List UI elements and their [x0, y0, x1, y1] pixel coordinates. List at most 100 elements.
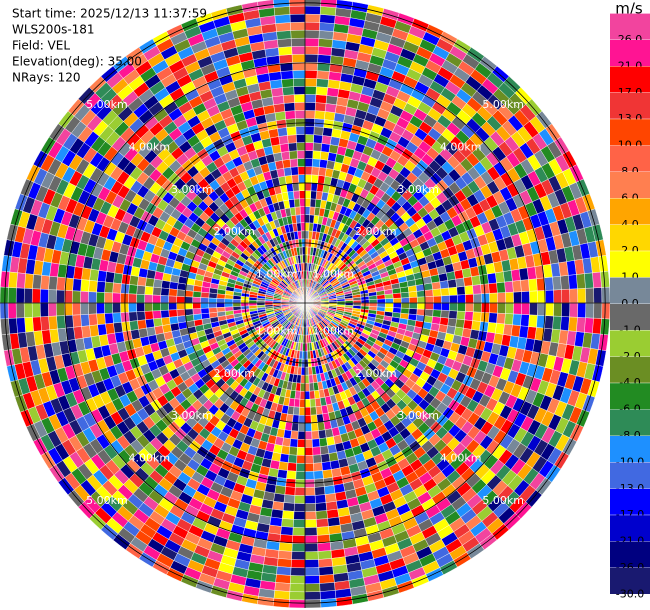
radar-gate [316, 78, 329, 88]
radar-gate [144, 302, 153, 312]
radar-gate [304, 166, 313, 176]
radar-gate [384, 306, 394, 313]
radar-gate [463, 276, 473, 287]
radar-gate [176, 296, 186, 304]
radar-gate [293, 503, 306, 512]
radar-gate [304, 5, 321, 15]
radar-gate [304, 422, 312, 432]
radar-gate [319, 445, 330, 455]
radar-gate [322, 469, 333, 479]
radar-gate [304, 439, 313, 448]
radar-gate [224, 294, 234, 300]
radar-gate [497, 302, 506, 314]
radar-gate [568, 316, 578, 332]
radar-gate [472, 284, 482, 295]
radar-gate [311, 174, 319, 184]
radar-gate [294, 495, 306, 504]
radar-gate [295, 382, 302, 392]
radar-gate [169, 274, 180, 284]
radar-gate [47, 289, 57, 304]
radar-gate [272, 500, 285, 511]
radar-gate [304, 206, 311, 216]
radar-gate [376, 306, 386, 312]
radar-gate [400, 307, 410, 315]
range-ring-label: 1.00km [256, 268, 298, 281]
radar-gate [304, 543, 319, 553]
radar-gate [280, 151, 291, 161]
radar-gate [297, 439, 306, 448]
radar-gate [304, 174, 312, 184]
radar-gate [104, 281, 114, 294]
radar-gate [489, 292, 498, 304]
radar-gate [316, 526, 330, 536]
radar-gate [440, 287, 450, 297]
radar-gate [232, 298, 242, 304]
radar-gate [313, 462, 323, 472]
radar-gate [97, 270, 108, 283]
radar-gate [273, 493, 286, 503]
radar-gate [8, 271, 18, 289]
radar-gate [424, 302, 434, 310]
radar-gate [184, 302, 194, 310]
radar-gate [304, 503, 317, 512]
radar-gate [502, 270, 513, 283]
radar-gate [279, 143, 290, 153]
radar-gate [300, 230, 306, 240]
radar-gate [544, 315, 554, 330]
radar-gate [161, 280, 171, 289]
radar-gate [160, 302, 169, 311]
radar-gate [318, 30, 334, 40]
radar-gate [319, 151, 330, 161]
radar-gate [315, 190, 323, 201]
radar-gate [277, 46, 293, 56]
radar-gate [497, 292, 506, 304]
radar-gate [324, 493, 337, 503]
radar-gate [39, 302, 49, 318]
radar-gate [192, 296, 202, 304]
radar-gate [282, 510, 295, 520]
radar-gate [32, 316, 42, 332]
radar-gate [294, 390, 301, 400]
radar-gate [24, 273, 34, 289]
radar-gate [290, 166, 299, 176]
radar-gate [304, 53, 319, 63]
radar-gate [289, 591, 306, 601]
radar-gate [153, 317, 163, 328]
radar-gate [137, 276, 147, 287]
radar-gate [529, 302, 539, 316]
radar-gate [432, 309, 442, 318]
radar-gate [300, 374, 306, 384]
radar-gate [552, 315, 562, 331]
radar-gate [292, 519, 306, 528]
range-ring-label: 2.00km [213, 367, 255, 380]
radar-gate [446, 325, 456, 335]
radar-gate [296, 447, 306, 456]
radar-gate [176, 302, 186, 310]
radar-gate [316, 518, 329, 528]
radar-gate [314, 486, 326, 496]
radar-gate [298, 406, 306, 416]
radar-gate [561, 302, 571, 318]
radar-gate [313, 126, 324, 136]
radar-gate [283, 102, 296, 112]
radar-gate [216, 302, 226, 308]
radar-gate [423, 315, 433, 324]
radar-gate [292, 414, 300, 424]
radar-gate [293, 398, 301, 408]
radar-gate [553, 302, 563, 317]
radar-gate [416, 308, 426, 316]
radar-gate [291, 422, 299, 432]
radar-gate [292, 69, 306, 79]
radar-gate [88, 280, 98, 293]
radar-gate [272, 95, 285, 106]
radar-gate [313, 134, 323, 144]
radar-gate [601, 302, 611, 320]
radar-gate [304, 13, 321, 23]
radar-gate [39, 288, 49, 304]
radar-gate [72, 314, 82, 328]
radar-gate [8, 317, 18, 335]
radar-gate [319, 582, 336, 592]
radar-gate [0, 302, 9, 320]
radar-gate [24, 317, 34, 333]
radar-gate [439, 317, 449, 326]
